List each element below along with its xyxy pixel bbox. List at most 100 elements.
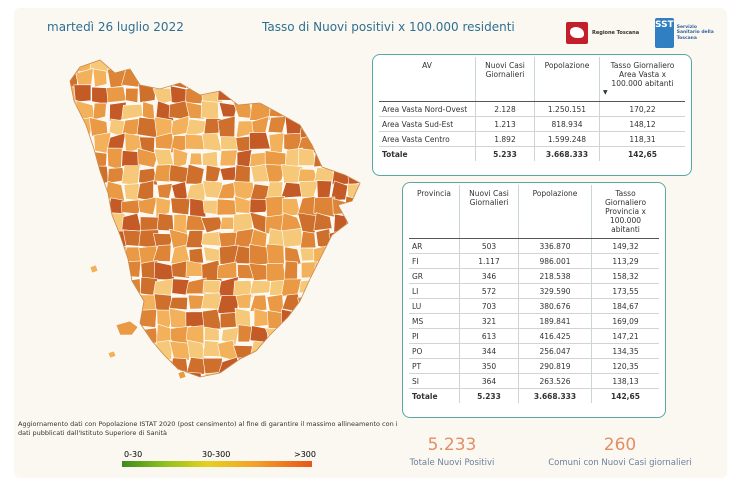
- municipality-area: [141, 327, 158, 344]
- kpi-total-label: Totale Nuovi Positivi: [409, 458, 495, 468]
- municipality-area: [265, 163, 286, 187]
- municipality-area: [314, 275, 333, 297]
- municipality-area: [185, 230, 204, 248]
- municipality-area: [185, 118, 208, 138]
- municipality-area: [234, 164, 251, 185]
- municipality-area: [364, 215, 380, 231]
- island-elba: [115, 320, 139, 336]
- municipality-area: [313, 359, 335, 376]
- municipality-area: [345, 211, 360, 232]
- municipality-area: [348, 259, 360, 281]
- municipality-area: [344, 292, 360, 312]
- municipality-area: [345, 120, 360, 136]
- color-legend: 0-30 30-300 >300: [122, 450, 316, 467]
- table-cell: 613: [459, 328, 519, 344]
- municipality-area: [153, 164, 174, 183]
- municipality-area: [88, 231, 110, 250]
- municipality-area: [92, 373, 108, 377]
- municipality-area: [280, 182, 303, 199]
- municipality-area: [142, 101, 156, 121]
- municipality-area: [185, 73, 207, 87]
- municipality-area: [88, 356, 110, 377]
- provincia-row: LU 703 380.676 184,67: [409, 298, 659, 314]
- municipality-area: [155, 196, 171, 219]
- municipality-area: [332, 87, 351, 106]
- municipality-area: [200, 100, 219, 120]
- municipality-area: [204, 164, 222, 186]
- municipality-area: [74, 312, 95, 331]
- municipality-area: [282, 60, 303, 69]
- table-cell: 138,13: [591, 373, 659, 389]
- table-cell: 344: [459, 343, 519, 359]
- municipality-area: [89, 247, 109, 264]
- municipality-area: [188, 247, 204, 264]
- table-cell: 350: [459, 358, 519, 374]
- area-vasta-table: AV Nuovi Casi Giornalieri Popolazione Ta…: [379, 57, 685, 161]
- municipality-area: [123, 183, 140, 201]
- municipality-area: [121, 278, 141, 298]
- regione-toscana-label: Regione Toscana: [592, 30, 640, 36]
- municipality-area: [267, 116, 287, 134]
- municipality-area: [345, 340, 360, 361]
- legend-gradient-bar: [122, 461, 312, 467]
- municipality-area: [346, 163, 360, 186]
- area-vasta-row: Area Vasta Sud-Est 1.213 818.934 148,12: [379, 116, 685, 132]
- municipality-area: [172, 147, 189, 169]
- municipality-area: [265, 343, 284, 362]
- table-cell: LU: [409, 298, 460, 314]
- municipality-area: [233, 280, 254, 298]
- table-cell: 118,31: [599, 131, 685, 147]
- legend-label-low: 0-30: [124, 450, 143, 459]
- municipality-area: [284, 147, 303, 168]
- table-cell: FI: [409, 253, 460, 269]
- table-cell: 1.117: [459, 253, 519, 269]
- municipality-area: [156, 213, 174, 232]
- municipality-area: [91, 309, 112, 330]
- table-cell: Area Vasta Centro: [379, 131, 476, 147]
- municipality-area: [268, 132, 285, 154]
- municipality-area: [330, 60, 349, 72]
- municipality-area: [332, 68, 351, 90]
- municipality-area: [70, 213, 78, 234]
- municipality-area: [313, 212, 333, 231]
- municipality-area: [152, 339, 173, 360]
- municipality-area: [218, 378, 236, 385]
- municipality-area: [330, 373, 350, 377]
- municipality-area: [365, 373, 379, 385]
- municipality-area: [344, 328, 360, 346]
- municipality-area: [364, 358, 380, 377]
- municipality-area: [70, 248, 80, 265]
- municipality-area: [125, 373, 143, 377]
- municipality-area: [216, 60, 237, 75]
- municipality-area: [121, 341, 141, 358]
- sst-icon: SST: [655, 18, 674, 48]
- municipality-area: [152, 244, 172, 262]
- table-cell: 290.819: [518, 358, 592, 374]
- municipality-area: [331, 151, 347, 168]
- municipality-area: [77, 213, 91, 232]
- table-cell: 416.425: [518, 328, 592, 344]
- municipality-area: [265, 371, 286, 377]
- municipality-area: [153, 68, 172, 89]
- municipality-area: [249, 294, 268, 312]
- municipality-area: [249, 280, 271, 295]
- kpi-total-value: 5.233: [427, 435, 477, 455]
- provincia-row: SI 364 263.526 138,13: [409, 373, 659, 389]
- municipality-area: [364, 229, 379, 247]
- municipality-area: [332, 244, 351, 263]
- municipality-area: [363, 184, 380, 202]
- kpi-comuni: 260 Comuni con Nuovi Casi giornalieri: [538, 435, 702, 468]
- municipality-area: [363, 293, 380, 313]
- municipality-area: [70, 60, 76, 74]
- municipality-area: [200, 230, 222, 247]
- municipality-area: [137, 309, 158, 328]
- municipality-area: [281, 373, 303, 377]
- municipality-area: [70, 293, 80, 314]
- kpi-comuni-label: Comuni con Nuovi Casi giornalieri: [548, 458, 692, 468]
- municipality-area: [249, 60, 267, 69]
- municipality-area: [170, 60, 191, 73]
- municipality-area: [76, 293, 95, 312]
- municipality-area: [249, 340, 271, 363]
- table-cell: 703: [459, 298, 519, 314]
- sort-desc-icon[interactable]: ▼: [603, 89, 608, 96]
